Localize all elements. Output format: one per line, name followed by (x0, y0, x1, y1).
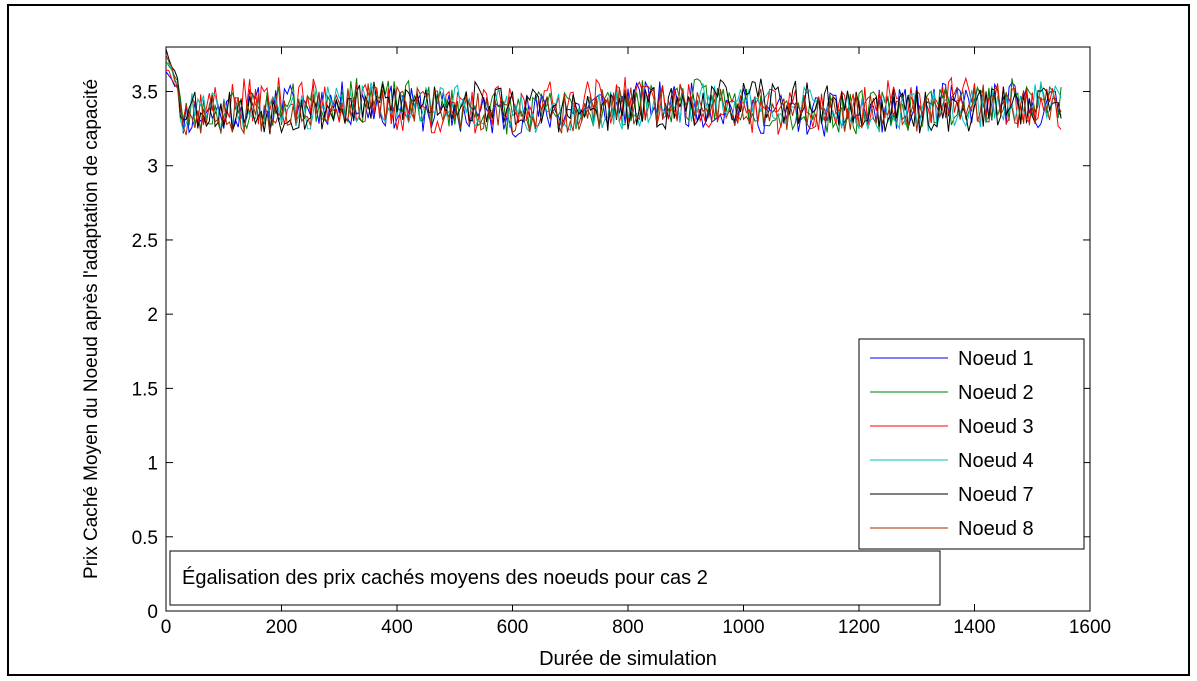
series-line-noeud-4 (165, 62, 1062, 135)
x-tick-label: 0 (161, 617, 172, 638)
y-tick-label: 2.5 (132, 231, 158, 252)
figure-frame (7, 4, 1190, 676)
legend-box (858, 338, 1085, 550)
annotation-text: Égalisation des prix cachés moyens des n… (182, 566, 708, 589)
y-tick-label: 0.5 (132, 528, 158, 549)
y-tick-label: 1.5 (132, 379, 158, 400)
legend-label: Noeud 2 (958, 382, 1034, 404)
y-tick-label: 1 (147, 454, 158, 475)
legend-label: Noeud 3 (958, 416, 1034, 438)
y-tick-label: 2 (147, 305, 158, 326)
legend-label: Noeud 8 (958, 518, 1034, 540)
y-tick-label: 0 (147, 602, 158, 623)
x-tick-label: 1200 (838, 617, 880, 638)
y-tick-label: 3 (147, 157, 158, 178)
x-tick-label: 1000 (722, 617, 764, 638)
x-axis-label: Durée de simulation (539, 648, 717, 670)
x-tick-label: 200 (266, 617, 298, 638)
x-tick-label: 800 (612, 617, 644, 638)
series-line-noeud-3 (165, 69, 1062, 135)
x-tick-label: 1400 (953, 617, 995, 638)
series-line-noeud-8 (165, 54, 1062, 136)
axis-ticks: 0 200 400 600 800 1000 1200 1400 1600 0 0.5 1 1.5 2 2.… (132, 47, 1111, 638)
x-tick-label: 400 (381, 617, 413, 638)
legend-label: Noeud 1 (958, 348, 1034, 370)
x-tick-label: 600 (497, 617, 529, 638)
legend: Noeud 1 Noeud 2 Noeud 3 Noeud 4 Noeud 7 Noeud… (858, 338, 1085, 550)
y-axis-label: Prix Caché Moyen du Noeud après l'adapta… (81, 79, 102, 579)
legend-label: Noeud 4 (958, 450, 1034, 472)
annotation-box: Égalisation des prix cachés moyens des n… (169, 550, 941, 606)
y-tick-label: 3.5 (132, 83, 158, 104)
legend-label: Noeud 7 (958, 484, 1034, 506)
series-layer (165, 49, 1062, 138)
x-tick-label: 1600 (1069, 617, 1111, 638)
